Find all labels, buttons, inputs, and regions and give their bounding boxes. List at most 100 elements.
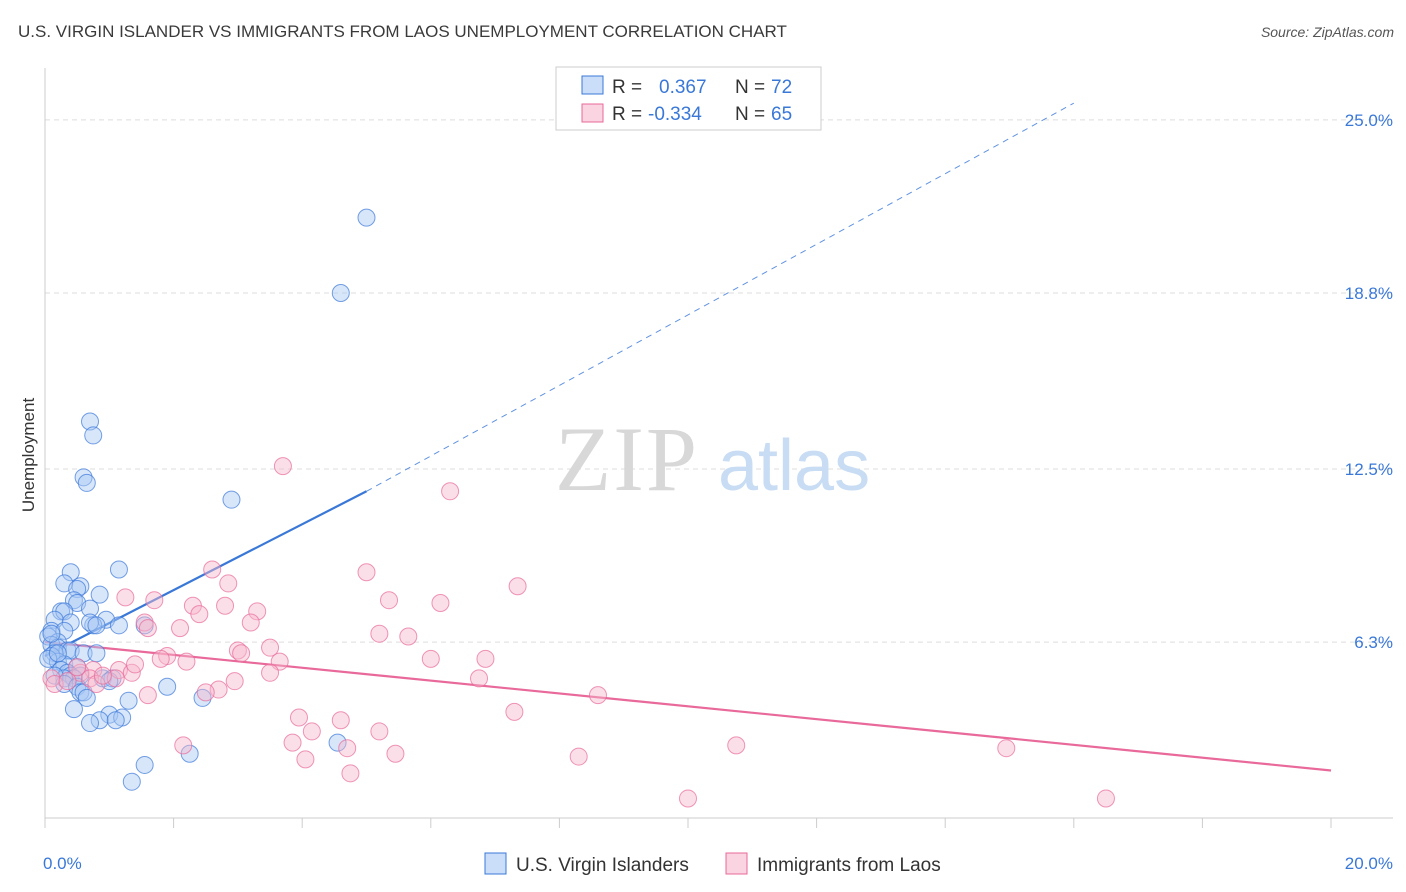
- point-laos: [341, 764, 360, 783]
- point-laos: [174, 736, 193, 755]
- legend-label-blue: U.S. Virgin Islanders: [516, 855, 689, 876]
- point-virgin-islanders: [222, 490, 241, 509]
- point-laos: [289, 708, 308, 727]
- point-laos: [370, 722, 389, 741]
- point-laos: [505, 702, 524, 721]
- legend-label-pink: Immigrants from Laos: [757, 855, 941, 876]
- stats-box: R = 0.367 N = 72 R = -0.334 N = 65: [555, 66, 822, 131]
- point-laos: [331, 711, 350, 730]
- point-laos: [93, 666, 112, 685]
- point-virgin-islanders: [48, 644, 67, 663]
- legend: U.S. Virgin Islanders Immigrants from La…: [484, 852, 941, 876]
- y-tick-label: 12.5%: [1345, 460, 1393, 479]
- y-tick-label: 25.0%: [1345, 111, 1393, 130]
- point-virgin-islanders: [135, 755, 154, 774]
- point-laos: [241, 613, 260, 632]
- point-laos: [68, 658, 87, 677]
- point-laos: [196, 683, 215, 702]
- point-laos: [441, 482, 460, 501]
- point-laos: [138, 686, 157, 705]
- legend-swatch-pink: [725, 852, 748, 875]
- trend-line-blue: [44, 490, 368, 658]
- watermark: ZIP atlas: [555, 408, 870, 510]
- trend-lines: [44, 102, 1332, 772]
- point-laos: [431, 593, 450, 612]
- point-virgin-islanders: [87, 616, 106, 635]
- y-axis-label: Unemployment: [19, 398, 38, 513]
- point-laos: [248, 602, 267, 621]
- point-laos: [135, 613, 154, 632]
- point-virgin-islanders: [68, 580, 87, 599]
- point-laos: [219, 574, 238, 593]
- point-laos: [261, 663, 280, 682]
- stats-n-label-1: N =: [735, 77, 765, 98]
- y-tick-label: 18.8%: [1345, 284, 1393, 303]
- point-virgin-islanders: [193, 688, 212, 707]
- stats-n-value-2: 65: [771, 104, 792, 125]
- point-virgin-islanders: [119, 691, 138, 710]
- point-virgin-islanders: [109, 616, 128, 635]
- point-virgin-islanders: [61, 563, 80, 582]
- y-tick-label: 6.3%: [1354, 633, 1393, 652]
- point-laos: [357, 563, 376, 582]
- gridlines: [45, 119, 1393, 643]
- point-laos: [679, 789, 697, 808]
- x-tick-label: 20.0%: [1345, 854, 1393, 873]
- point-virgin-islanders: [77, 473, 96, 492]
- point-laos: [71, 663, 90, 682]
- stats-n-label-2: N =: [735, 104, 765, 125]
- point-virgin-islanders: [158, 677, 177, 696]
- point-virgin-islanders: [357, 208, 376, 227]
- trend-line-pink: [44, 640, 1332, 772]
- point-laos: [476, 649, 495, 668]
- point-virgin-islanders: [90, 585, 109, 604]
- point-laos: [225, 672, 244, 691]
- point-laos: [261, 638, 280, 657]
- point-laos: [171, 619, 190, 638]
- point-laos: [338, 739, 357, 758]
- point-laos: [228, 641, 247, 660]
- point-virgin-islanders: [81, 412, 100, 431]
- point-virgin-islanders: [331, 284, 350, 303]
- point-virgin-islanders: [64, 700, 83, 719]
- watermark-atlas: atlas: [718, 426, 870, 506]
- stats-r-label-2: R =: [612, 104, 642, 125]
- stats-n-value-1: 72: [771, 77, 792, 98]
- stats-swatch-pink: [581, 103, 604, 123]
- point-virgin-islanders: [106, 711, 125, 730]
- stats-r-value-1: 0.367: [659, 77, 707, 98]
- point-laos: [138, 619, 157, 638]
- trend-line-blue-extension: [366, 102, 1075, 492]
- point-laos: [1096, 789, 1115, 808]
- legend-swatch-blue: [484, 852, 507, 875]
- point-laos: [421, 649, 440, 668]
- point-laos: [58, 672, 77, 691]
- point-virgin-islanders: [87, 644, 106, 663]
- point-virgin-islanders: [84, 426, 103, 445]
- point-laos: [126, 655, 145, 674]
- point-virgin-islanders: [39, 649, 58, 668]
- point-virgin-islanders: [328, 733, 347, 752]
- point-virgin-islanders: [74, 468, 93, 487]
- x-tick-label: 0.0%: [43, 854, 82, 873]
- stats-r-value-2: -0.334: [648, 104, 702, 125]
- point-laos: [470, 669, 489, 688]
- point-laos: [588, 686, 607, 705]
- point-laos: [190, 605, 209, 624]
- point-laos: [203, 560, 222, 579]
- point-laos: [370, 624, 389, 643]
- point-laos: [997, 739, 1016, 758]
- point-virgin-islanders: [109, 560, 128, 579]
- source-credit: Source: ZipAtlas.com: [1260, 24, 1394, 40]
- point-laos: [508, 577, 527, 596]
- point-laos: [296, 750, 315, 769]
- axes: [44, 68, 1393, 828]
- point-laos: [283, 733, 302, 752]
- point-virgin-islanders: [122, 772, 141, 791]
- point-virgin-islanders: [81, 714, 100, 733]
- point-laos: [216, 596, 235, 615]
- point-laos: [273, 457, 292, 476]
- point-virgin-islanders: [42, 624, 61, 643]
- point-laos: [302, 722, 321, 741]
- point-virgin-islanders: [77, 688, 96, 707]
